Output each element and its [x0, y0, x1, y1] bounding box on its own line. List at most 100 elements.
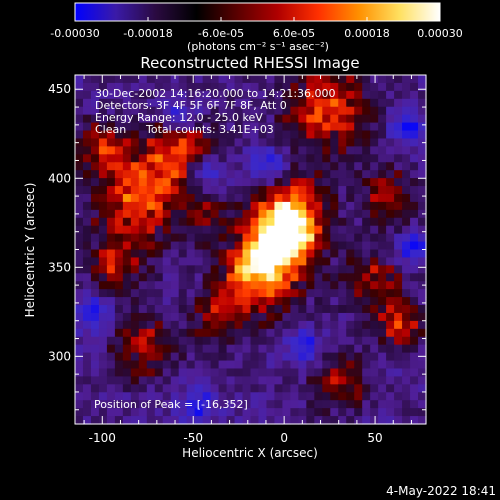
heatmap-pixel [90, 400, 100, 409]
heatmap-pixel [274, 186, 284, 195]
heatmap-pixel [242, 209, 252, 219]
heatmap-pixel [394, 209, 403, 219]
heatmap-pixel [202, 162, 212, 171]
heatmap-pixel [250, 75, 260, 84]
heatmap-pixel [130, 249, 140, 259]
heatmap-pixel [138, 209, 148, 219]
heatmap-pixel [170, 178, 180, 187]
heatmap-pixel [90, 392, 100, 401]
heatmap-pixel [106, 368, 116, 378]
heatmap-pixel [338, 154, 347, 163]
heatmap-pixel [354, 233, 363, 243]
heatmap-pixel [274, 154, 284, 163]
heatmap-pixel [346, 122, 355, 132]
heatmap-pixel [346, 170, 355, 179]
heatmap-pixel [394, 106, 403, 116]
heatmap-pixel [266, 233, 276, 243]
heatmap-pixel [370, 130, 379, 140]
heatmap-pixel [90, 193, 100, 203]
heatmap-pixel [402, 289, 411, 298]
heatmap-pixel [410, 193, 419, 203]
heatmap-pixel [114, 368, 124, 378]
heatmap-pixel [90, 408, 100, 417]
heatmap-pixel [234, 257, 244, 266]
heatmap-pixel [202, 400, 212, 409]
heatmap-pixel [194, 162, 204, 171]
heatmap-pixel [194, 273, 204, 282]
heatmap-pixel [298, 178, 307, 187]
heatmap-pixel [202, 320, 212, 330]
heatmap-pixel [314, 193, 323, 203]
heatmap-pixel [322, 106, 331, 116]
heatmap-pixel [162, 360, 172, 370]
heatmap-pixel [114, 257, 124, 266]
heatmap-pixel [162, 154, 172, 163]
heatmap-pixel [298, 392, 307, 401]
heatmap-pixel [346, 336, 355, 346]
heatmap-pixel [122, 98, 132, 108]
heatmap-pixel [154, 416, 164, 425]
heatmap-pixel [330, 98, 339, 108]
heatmap-pixel [82, 122, 92, 132]
heatmap-pixel [186, 201, 196, 211]
heatmap-pixel [178, 392, 188, 401]
heatmap-pixel [194, 193, 204, 203]
heatmap-pixel [226, 297, 236, 306]
heatmap-pixel [266, 130, 276, 140]
heatmap-pixel [378, 90, 387, 100]
heatmap-pixel [346, 281, 355, 290]
heatmap-pixel [362, 328, 371, 338]
heatmap-pixel [194, 178, 204, 187]
heatmap-pixel [146, 130, 156, 140]
heatmap-pixel [386, 265, 395, 274]
heatmap-pixel [394, 360, 403, 370]
heatmap-pixel [410, 289, 419, 298]
heatmap-pixel [154, 186, 164, 195]
heatmap-pixel [370, 312, 379, 322]
heatmap-pixel [290, 297, 299, 306]
heatmap-pixel [386, 217, 395, 227]
heatmap-pixel [154, 328, 164, 338]
heatmap-pixel [362, 122, 371, 132]
heatmap-pixel [170, 289, 180, 298]
heatmap-pixel [370, 328, 379, 338]
heatmap-pixel [98, 209, 108, 219]
heatmap-pixel [154, 178, 164, 187]
heatmap-pixel [98, 416, 108, 425]
heatmap-pixel [386, 82, 395, 92]
heatmap-pixel [234, 416, 244, 425]
heatmap-pixel [298, 162, 307, 171]
heatmap-pixel [370, 320, 379, 330]
heatmap-pixel [90, 75, 100, 84]
heatmap-pixel [290, 416, 299, 425]
heatmap-pixel [362, 75, 371, 84]
heatmap-pixel [162, 241, 172, 251]
heatmap-pixel [178, 90, 188, 100]
heatmap-pixel [146, 146, 156, 155]
heatmap-pixel [138, 130, 148, 140]
heatmap-pixel [106, 106, 116, 116]
heatmap-pixel [122, 360, 132, 370]
heatmap-pixel [75, 170, 84, 179]
heatmap-pixel [354, 265, 363, 274]
heatmap-pixel [282, 257, 291, 266]
heatmap-pixel [210, 336, 220, 346]
heatmap-pixel [90, 360, 100, 370]
heatmap-pixel [274, 98, 284, 108]
heatmap-pixel [258, 233, 268, 243]
heatmap-pixel [226, 384, 236, 393]
heatmap-pixel [242, 114, 252, 124]
heatmap-pixel [250, 162, 260, 171]
heatmap-pixel [410, 178, 419, 187]
heatmap-pixel [210, 384, 220, 393]
heatmap-pixel [370, 233, 379, 243]
heatmap-pixel [354, 376, 363, 385]
heatmap-pixel [226, 82, 236, 92]
heatmap-pixel [330, 233, 339, 243]
heatmap-pixel [346, 130, 355, 140]
heatmap-pixel [98, 186, 108, 195]
heatmap-pixel [298, 241, 307, 251]
heatmap-pixel [266, 265, 276, 274]
heatmap-pixel [298, 289, 307, 298]
heatmap-pixel [330, 178, 339, 187]
